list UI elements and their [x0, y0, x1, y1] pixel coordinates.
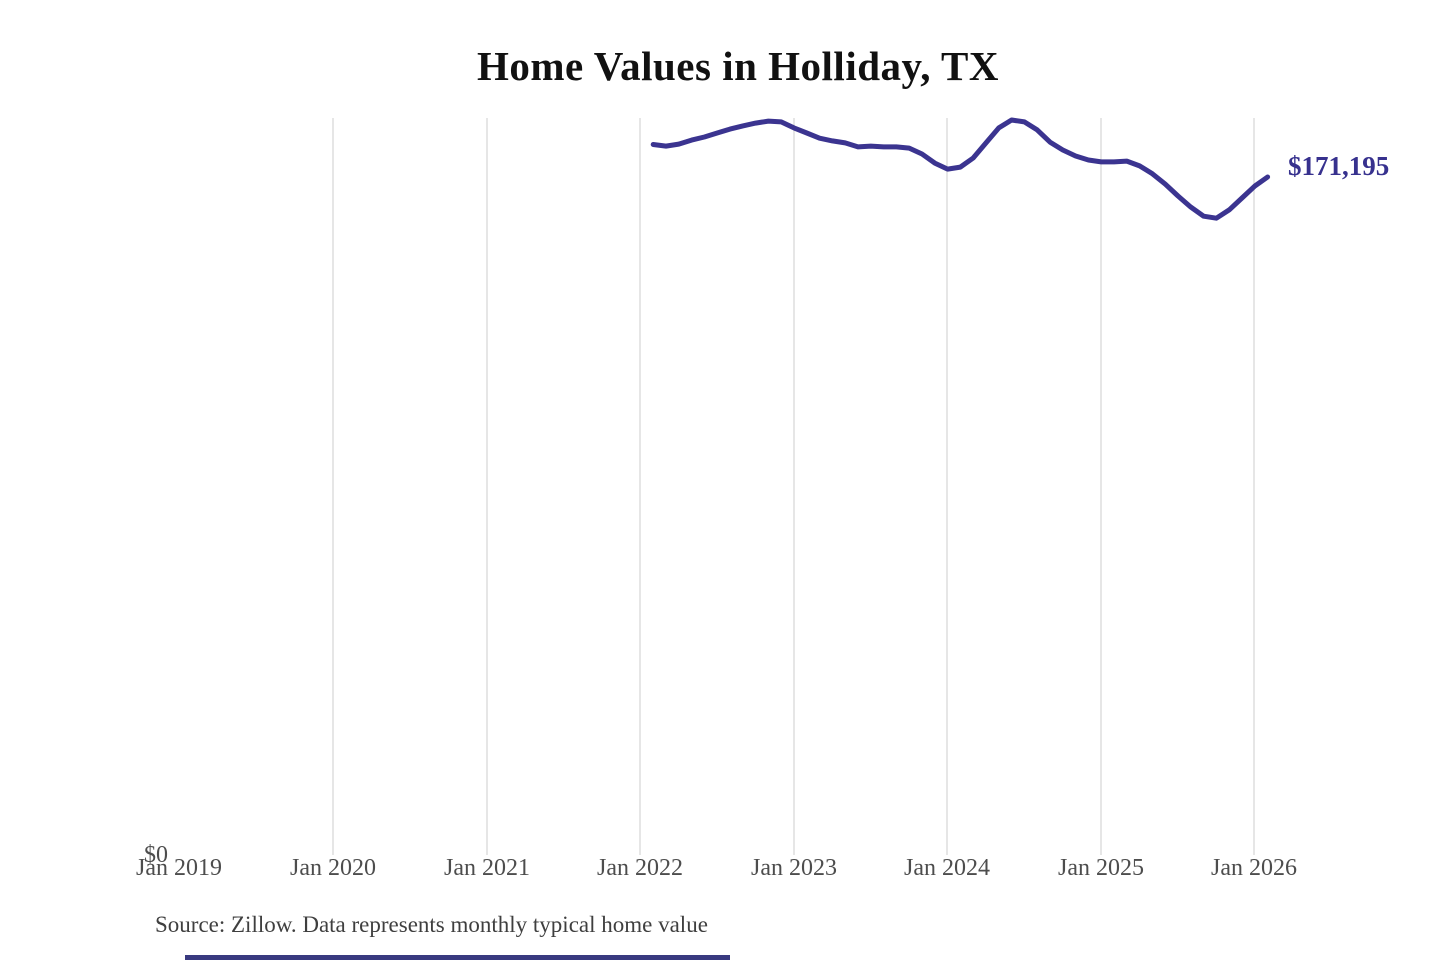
x-tick-jan-2019: Jan 2019 [136, 855, 222, 881]
x-tick-jan-2022: Jan 2022 [597, 855, 683, 881]
end-value-label: $171,195 [1288, 151, 1390, 181]
value-line [650, 117, 1271, 221]
y-zero-label: $0 [144, 842, 168, 868]
x-tick-jan-2024: Jan 2024 [904, 855, 990, 881]
x-tick-jan-2025: Jan 2025 [1058, 855, 1144, 881]
x-tick-jan-2021: Jan 2021 [444, 855, 530, 881]
x-tick-jan-2020: Jan 2020 [290, 855, 376, 881]
source-note: Source: Zillow. Data represents monthly … [155, 912, 708, 937]
x-tick-jan-2023: Jan 2023 [751, 855, 837, 881]
x-tick-jan-2026: Jan 2026 [1211, 855, 1297, 881]
cutoff-bottom-bar [185, 955, 730, 960]
gridlines [332, 118, 1255, 855]
chart-title: Home Values in Holliday, TX [477, 43, 999, 89]
